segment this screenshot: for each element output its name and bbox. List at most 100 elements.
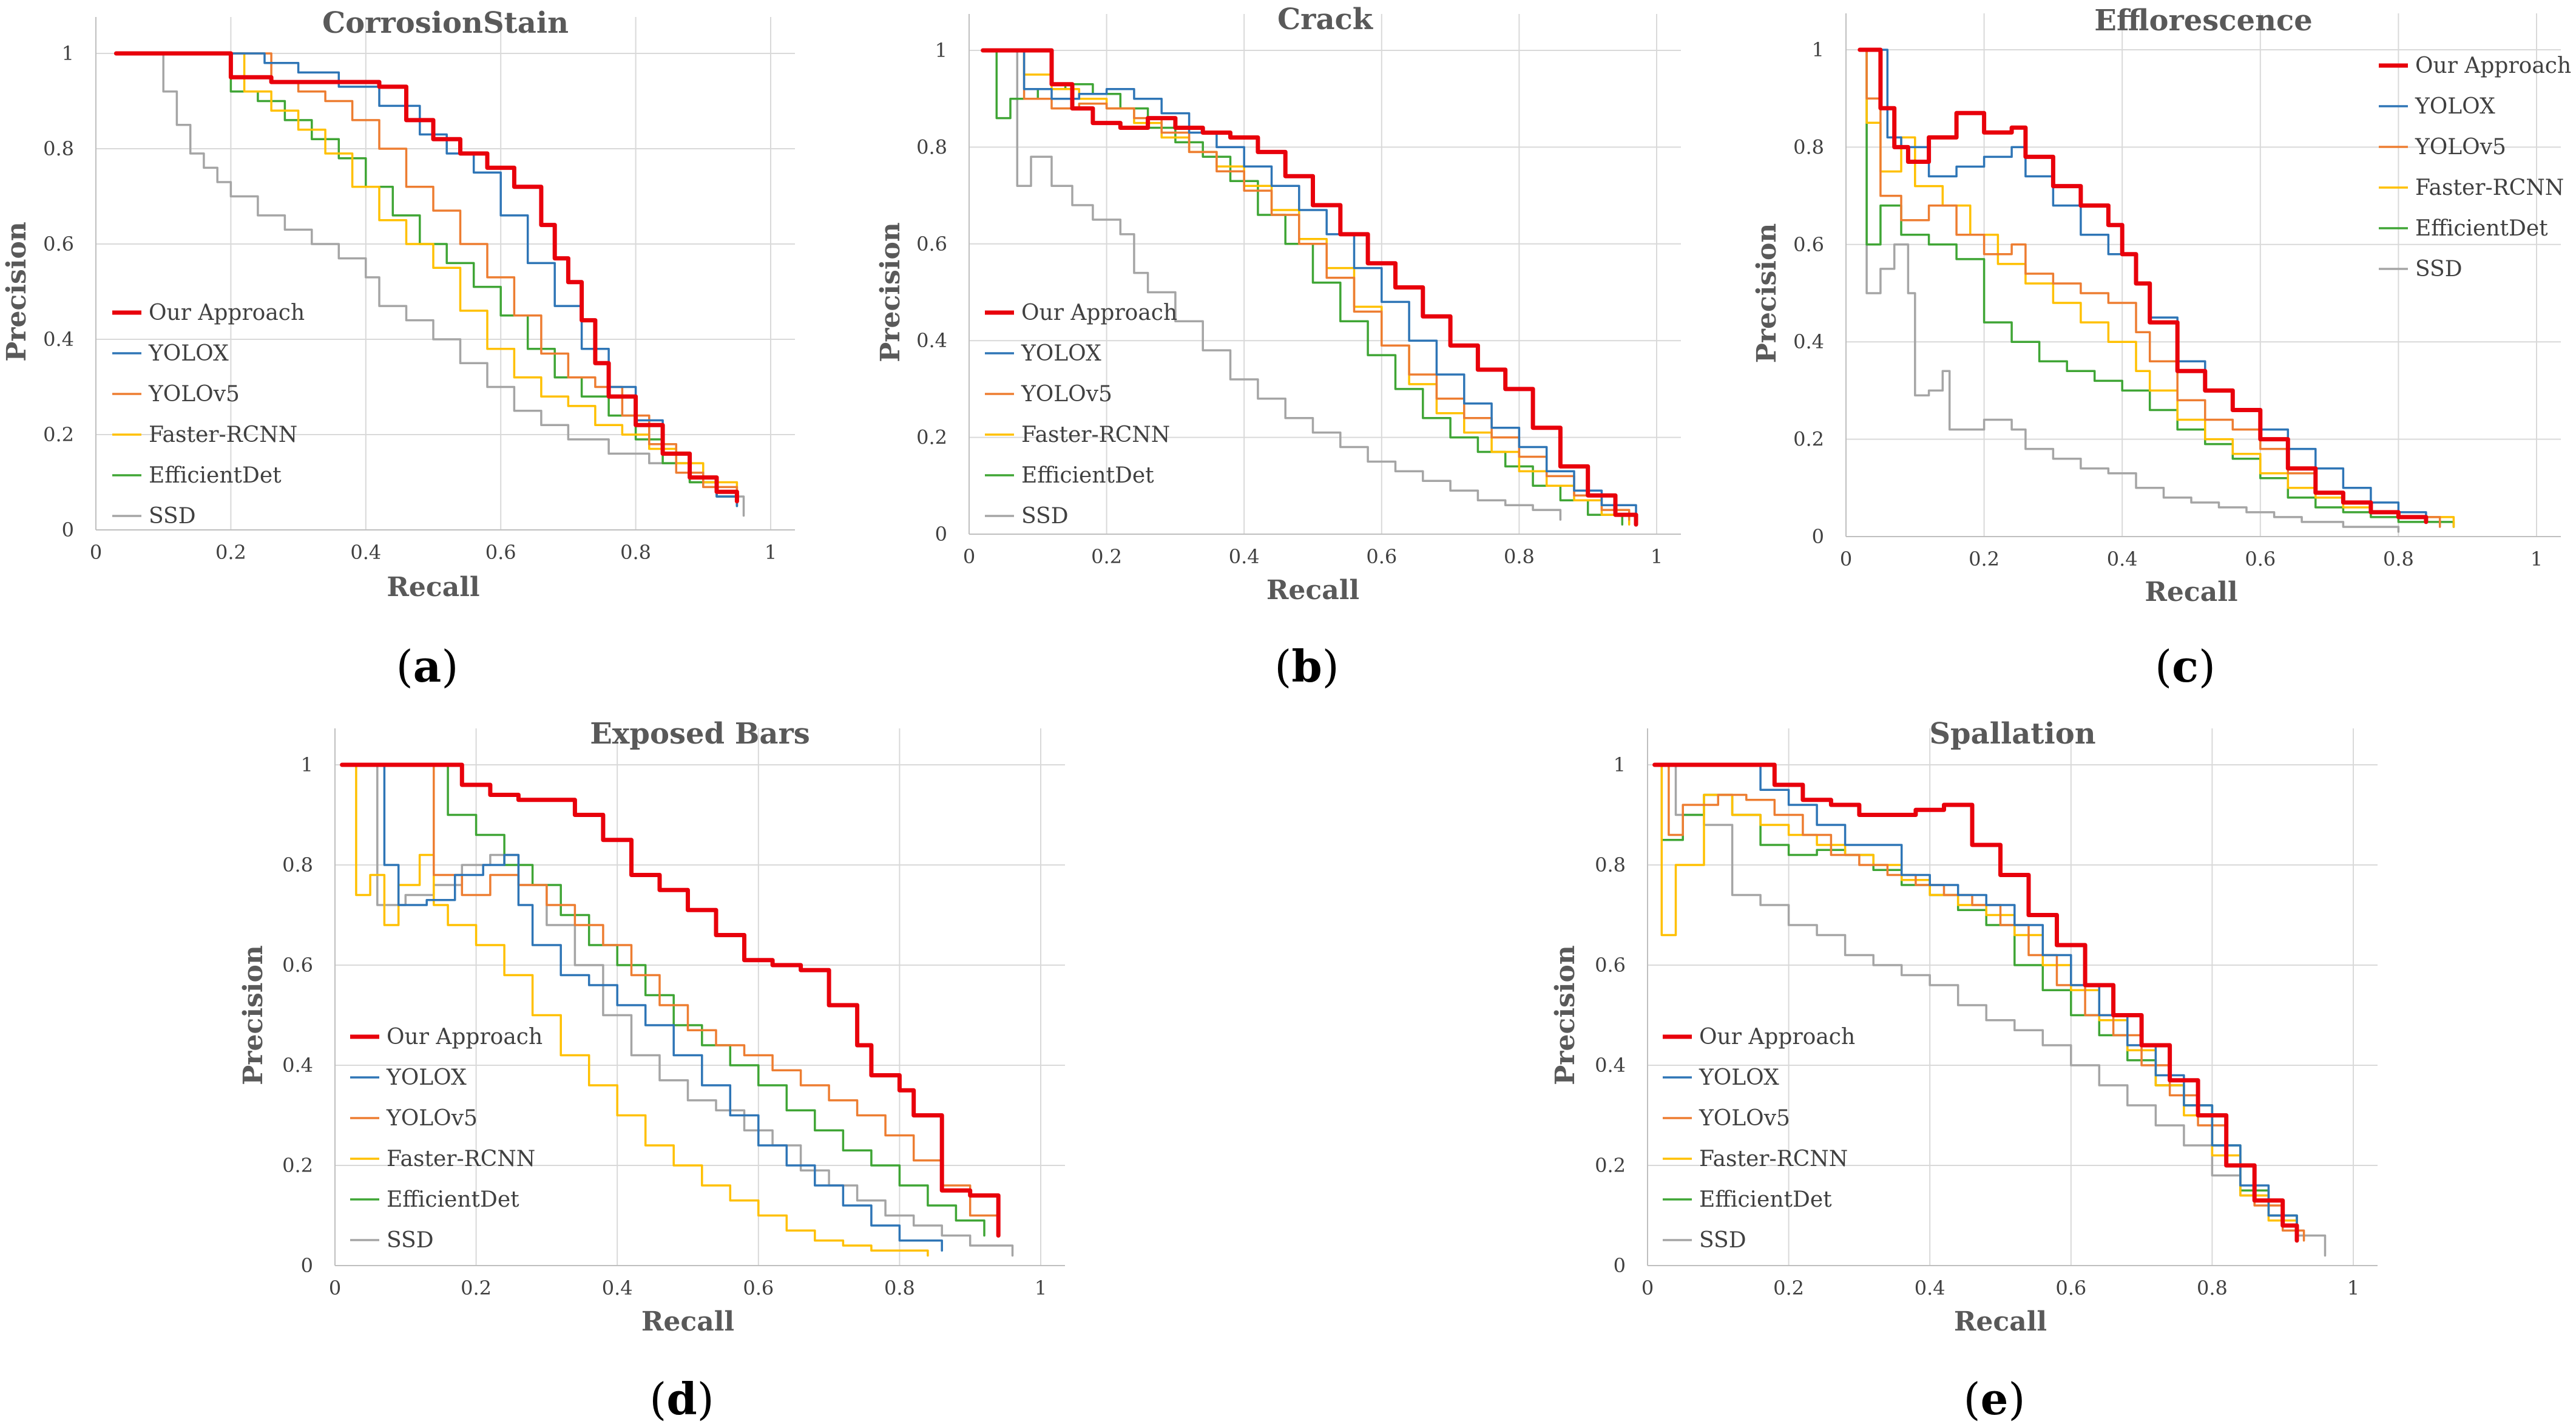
legend-label: YOLOv5 xyxy=(386,1106,478,1131)
legend-label: Our Approach xyxy=(149,300,305,325)
panel-label: (c) xyxy=(2155,640,2216,692)
x-tick-label: 0.4 xyxy=(602,1277,633,1300)
series-line-ssd xyxy=(340,764,1014,1257)
legend-label: SSD xyxy=(1021,504,1069,529)
legend: Our Approach YOLOX YOLOv5 Faster-RCNN Effici… xyxy=(2379,53,2571,282)
y-tick-label: 0.4 xyxy=(916,329,947,352)
x-axis-label: Recall xyxy=(641,1306,734,1337)
legend-label: EfficientDet xyxy=(149,463,282,488)
chart-title: Efflorescence xyxy=(2094,4,2312,38)
series-line-ssd xyxy=(1859,49,2400,533)
legend-label: EfficientDet xyxy=(1021,463,1154,488)
series-line-yolox xyxy=(340,764,943,1252)
legend-label: EfficientDet xyxy=(387,1187,519,1212)
legend-label: Our Approach xyxy=(2415,53,2571,78)
series-line-faster-rcnn xyxy=(1653,764,2298,1242)
series-line-our-approach xyxy=(340,762,1001,1238)
y-tick-label: 1 xyxy=(62,42,74,65)
series-line-our-approach xyxy=(981,48,1638,527)
y-tick-label: 0.8 xyxy=(1595,853,1626,876)
y-tick-label: 0.4 xyxy=(282,1054,313,1077)
y-tick-label: 0.8 xyxy=(916,135,947,158)
legend-label: YOLOv5 xyxy=(1021,382,1112,407)
x-tick-label: 0.2 xyxy=(1969,548,2000,571)
legend-label: YOLOX xyxy=(1699,1065,1779,1090)
chart-efflorescence: 0 0.2 0.4 0.6 0.8 1 0 0.2 0.4 0.6 0.8 1 Efflorescenc… xyxy=(1751,4,2571,692)
x-tick-label: 0.4 xyxy=(1229,545,1260,568)
x-tick-label: 1 xyxy=(1651,545,1663,568)
y-tick-label: 1 xyxy=(301,753,313,776)
legend-label: YOLOX xyxy=(1021,341,1101,366)
series-line-yolov5 xyxy=(981,49,1631,521)
y-axis-label: Precision xyxy=(1,222,32,362)
x-tick-label: 0.2 xyxy=(1773,1277,1804,1300)
legend-label: SSD xyxy=(2415,257,2463,282)
y-tick-label: 1 xyxy=(1812,38,1824,61)
y-axis-label: Precision xyxy=(238,945,269,1085)
x-tick-label: 0.2 xyxy=(1091,545,1122,568)
legend-label: Our Approach xyxy=(1021,300,1177,325)
y-tick-label: 0.2 xyxy=(916,426,947,449)
y-tick-label: 0 xyxy=(301,1254,313,1277)
x-tick-label: 0 xyxy=(1641,1277,1654,1300)
y-tick-label: 0.2 xyxy=(43,423,74,446)
x-tick-label: 0.6 xyxy=(1366,545,1397,568)
y-axis-label: Precision xyxy=(875,222,906,362)
chart-title: Exposed Bars xyxy=(590,717,810,751)
y-tick-label: 0 xyxy=(935,523,947,546)
y-tick-label: 0.4 xyxy=(1595,1054,1626,1077)
series-line-yolox xyxy=(1653,764,2298,1237)
y-axis-label: Precision xyxy=(1550,945,1581,1085)
legend: Our Approach YOLOX YOLOv5 Faster-RCNN Effici… xyxy=(112,300,305,529)
legend-label: SSD xyxy=(387,1228,434,1253)
x-tick-label: 0 xyxy=(90,541,102,564)
chart-title: Crack xyxy=(1277,2,1374,36)
legend-label: Faster-RCNN xyxy=(149,422,297,447)
y-tick-label: 0 xyxy=(1812,525,1824,548)
legend-label: SSD xyxy=(149,504,196,529)
y-tick-label: 0 xyxy=(1614,1254,1626,1277)
x-tick-label: 0.2 xyxy=(215,541,246,564)
legend-label: YOLOv5 xyxy=(2415,135,2506,160)
x-tick-label: 1 xyxy=(765,541,777,564)
y-tick-label: 0.6 xyxy=(1595,954,1626,977)
legend: Our Approach YOLOX YOLOv5 Faster-RCNN Effici… xyxy=(350,1025,543,1253)
series-line-ssd xyxy=(115,52,745,517)
y-tick-label: 0 xyxy=(62,518,74,541)
series-line-ssd xyxy=(981,49,1562,521)
legend-label: Faster-RCNN xyxy=(1699,1147,1848,1171)
chart-crack: 0 0.2 0.4 0.6 0.8 1 0 0.2 0.4 0.6 0.8 1 Crack Recall P… xyxy=(875,2,1681,692)
legend-label: Faster-RCNN xyxy=(387,1147,535,1171)
series-line-efficientdet xyxy=(981,49,1624,526)
x-tick-label: 0.8 xyxy=(620,541,651,564)
legend-label: YOLOv5 xyxy=(148,382,240,407)
y-tick-label: 0.2 xyxy=(1793,428,1824,451)
series-line-our-approach xyxy=(113,51,739,504)
panel-label: (e) xyxy=(1964,1373,2026,1424)
series-line-yolov5 xyxy=(340,764,999,1237)
legend-label: YOLOX xyxy=(386,1065,467,1090)
y-axis-label: Precision xyxy=(1751,223,1782,364)
y-tick-label: 0.8 xyxy=(1793,135,1824,158)
series-line-our-approach xyxy=(1652,762,2299,1243)
y-tick-label: 0.8 xyxy=(282,853,313,876)
y-tick-label: 1 xyxy=(1614,753,1626,776)
x-axis-label: Recall xyxy=(2145,577,2237,608)
series-line-yolov5 xyxy=(115,52,739,503)
chart-title: CorrosionStain xyxy=(322,6,569,40)
legend: Our Approach YOLOX YOLOv5 Faster-RCNN Effici… xyxy=(985,300,1177,529)
series-line-yolox xyxy=(1859,49,2427,523)
series-line-yolox xyxy=(981,49,1637,521)
legend: Our Approach YOLOX YOLOv5 Faster-RCNN Effici… xyxy=(1663,1025,1855,1253)
chart-corrosionstain: 0 0.2 0.4 0.6 0.8 1 0 0.2 0.4 0.6 0.8 1 CorrosionSta… xyxy=(1,6,795,692)
x-tick-label: 0 xyxy=(329,1277,341,1300)
legend-label: SSD xyxy=(1699,1228,1746,1253)
legend-label: Faster-RCNN xyxy=(1021,422,1170,447)
x-tick-label: 0.4 xyxy=(1915,1277,1946,1300)
series-line-faster-rcnn xyxy=(981,49,1631,526)
legend-label: EfficientDet xyxy=(1699,1187,1832,1212)
legend-label: Faster-RCNN xyxy=(2415,175,2564,200)
x-tick-label: 0.6 xyxy=(2245,548,2276,571)
x-tick-label: 0.2 xyxy=(461,1277,492,1300)
